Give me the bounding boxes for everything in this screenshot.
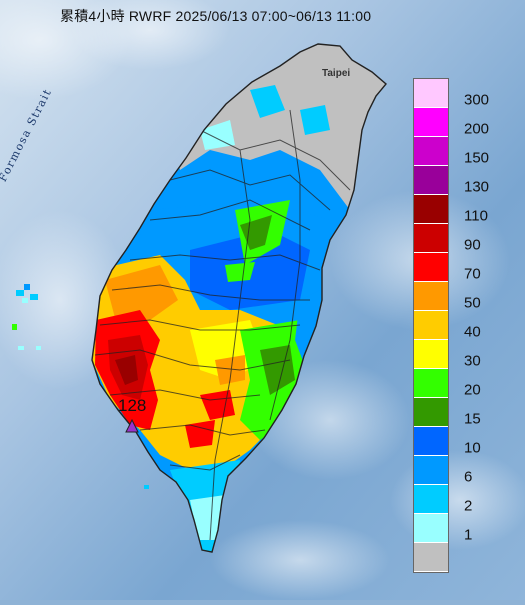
legend-swatch: [414, 398, 448, 427]
map-title: 累積4小時 RWRF 2025/06/13 07:00~06/13 11:00: [60, 8, 372, 24]
legend-label: 110: [464, 207, 488, 224]
legend-swatch: [414, 340, 448, 369]
legend-swatch: [414, 195, 448, 224]
legend-label: 200: [464, 120, 490, 137]
taipei-label: Taipei: [322, 68, 351, 79]
legend-swatch: [414, 311, 448, 340]
legend-swatch: [414, 369, 448, 398]
legend-swatch: [414, 108, 448, 137]
legend-label: 130: [464, 178, 490, 195]
legend-label: 20: [464, 381, 481, 398]
legend-swatch: [414, 485, 448, 514]
legend-label: 2: [464, 497, 473, 514]
max-value-marker: [125, 418, 139, 433]
legend-swatch: [414, 79, 448, 108]
legend-label: 10: [464, 439, 481, 456]
legend-swatch: [414, 166, 448, 195]
legend-label: 50: [464, 294, 481, 311]
penghu-rain-specks: [12, 284, 149, 489]
legend-swatch: [414, 543, 448, 572]
legend-label: 6: [464, 468, 473, 485]
legend-label: 40: [464, 323, 481, 340]
legend-swatch: [414, 253, 448, 282]
legend-label: 150: [464, 149, 490, 166]
legend-label: 15: [464, 410, 481, 427]
rainfall-legend: [413, 78, 449, 573]
legend-label: 90: [464, 236, 481, 253]
legend-swatch: [414, 456, 448, 485]
legend-label: 70: [464, 265, 481, 282]
legend-swatch: [414, 282, 448, 311]
legend-label: 1: [464, 526, 473, 543]
legend-label: 30: [464, 352, 481, 369]
legend-swatch: [414, 224, 448, 253]
legend-label: 300: [464, 91, 490, 108]
legend-swatch: [414, 427, 448, 456]
max-value-label: 128: [118, 396, 147, 415]
legend-swatch: [414, 137, 448, 166]
legend-swatch: [414, 514, 448, 543]
